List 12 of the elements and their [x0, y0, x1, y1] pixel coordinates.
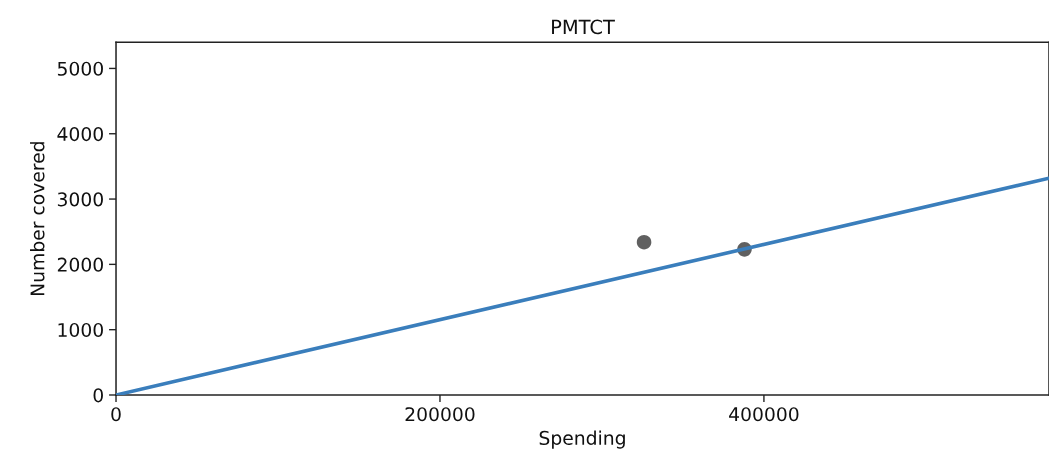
- x-tick-label: 400000: [729, 407, 799, 422]
- y-tick-label: 1000: [58, 322, 103, 338]
- y-tick-label: 2000: [57, 257, 103, 272]
- x-tick-label: 200000: [405, 407, 475, 422]
- y-axis-title: Number covered: [30, 142, 45, 296]
- y-tick-label: 3000: [57, 192, 103, 207]
- y-tick-label: 4000: [57, 126, 103, 142]
- y-tick-label: 5000: [57, 61, 103, 76]
- x-tick-label: 0: [111, 407, 121, 422]
- chart-title: PMTCT: [552, 19, 615, 35]
- x-axis-title: Spending: [539, 430, 625, 449]
- y-tick-label: 0: [93, 388, 103, 403]
